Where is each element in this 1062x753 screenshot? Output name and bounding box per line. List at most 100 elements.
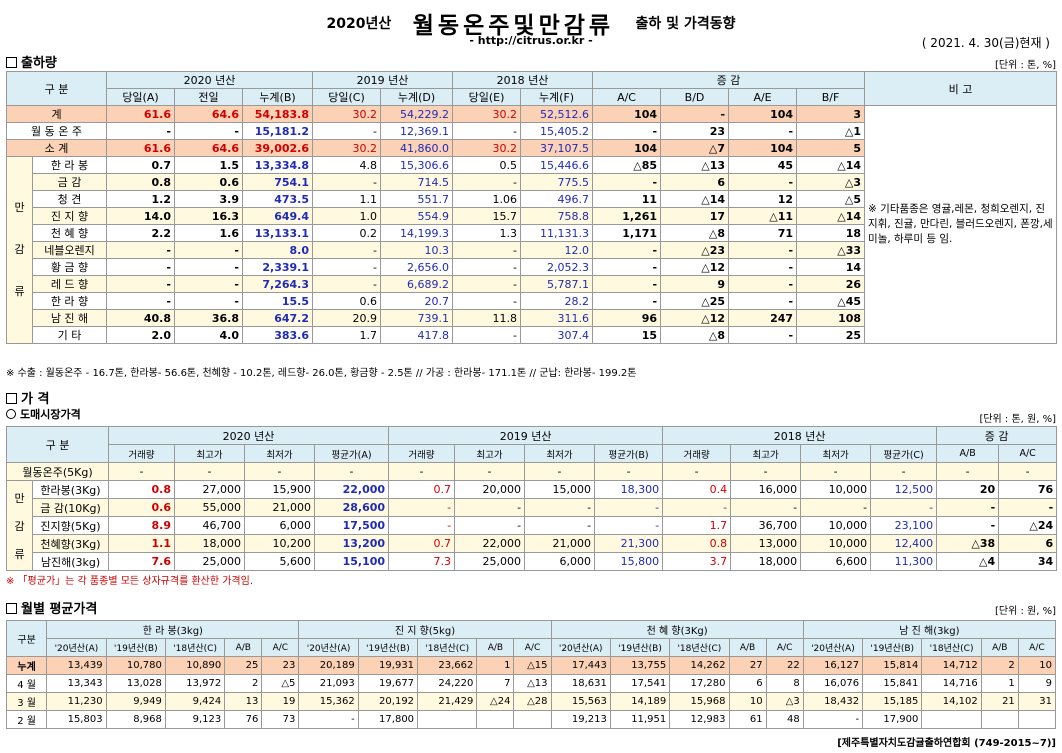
site-url[interactable]: - http://citrus.or.kr - [469,34,593,47]
header-cell: A/E [728,88,798,106]
table-cell: 36,700 [730,516,802,535]
table-cell: 18,432 [802,692,864,711]
header-row: 구분 한 라 봉(3kg) 진 지 향(5kg) 천 혜 향(3Kg) 남 진 해(3k… [5,620,1057,657]
table-cell: 25 [224,656,263,675]
table-cell: 14.0 [106,207,175,225]
table-cell: 15,814 [862,656,923,675]
table-cell: 10,000 [800,516,872,535]
table-cell: 3.9 [174,190,243,208]
header-cell: '19년산(B) [862,638,923,657]
table-cell: - [174,122,243,140]
table-cell: - [174,292,243,310]
header-cell: '19년산(B) [609,638,671,657]
table-cell: 18 [796,224,866,242]
header-2019: 2019 년산 [311,71,454,89]
table-cell: 383.6 [242,326,313,344]
header-cell: '20년산(A) [298,638,359,657]
table-cell: 15,362 [298,692,359,711]
row-label: 계 [6,105,107,123]
row-label: 소 계 [6,139,107,157]
header-cell: 평균가(A) [313,444,390,463]
table-row: 남진해(3kg) 7.6 25,000 5,600 15,100 7.3 25,000 6,0… [7,552,1058,571]
header-cell: 누계(B) [242,88,313,106]
table-cell: 8.0 [242,241,313,259]
table-cell: 2.2 [106,224,175,242]
table-cell: 8.9 [108,516,175,535]
header-cell: '20년산(A) [802,638,864,657]
row-label: 금 감(10Kg) [32,498,109,517]
table-cell: 10,000 [800,534,872,553]
header-cell: '20년산(A) [550,638,611,657]
price-table: 구 분 2020 년산 2019 년산 2018 년산 증 감 거래량 최고가 최저가 평균가(… [6,426,1058,571]
table-cell: 96 [592,309,662,327]
table-cell: 5,787.1 [520,275,594,293]
table-cell: 12,400 [870,534,938,553]
header-2020: 2020 년산 [107,426,390,445]
table-cell: 21 [980,692,1019,711]
table-cell: 0.2 [312,224,381,242]
table-cell: △5 [796,190,866,208]
group-label-char: 류 [14,547,25,561]
table-cell: 15,446.6 [520,156,594,174]
table-cell: 0.6 [312,292,381,310]
table-cell: 27,000 [174,480,245,499]
square-icon [6,393,17,404]
table-cell: 18,300 [594,480,664,499]
table-cell: - [728,241,798,259]
table-cell: △85 [592,156,662,174]
table-cell: - [452,241,522,259]
table-cell: 0.6 [108,498,175,517]
table-cell: 15,841 [862,674,923,693]
table-cell: - [728,122,798,140]
table-cell: 13,972 [164,674,226,693]
table-cell: 15,563 [550,692,611,711]
table-cell: - [312,241,381,259]
table-cell: 7.3 [388,552,456,571]
group-label-char: 감 [14,519,25,533]
table-cell: - [936,498,1000,517]
table-cell: 14,199.3 [379,224,454,242]
table-cell: 36.8 [174,309,243,327]
header-cell: A/B [728,638,767,657]
table-cell: 6,600 [800,552,872,571]
table-cell: - [728,258,798,276]
table-cell: 104 [592,105,662,123]
table-cell: 15,100 [313,552,390,571]
table-cell: 76 [998,480,1058,499]
header-cell: '18년산(C) [921,638,982,657]
table-cell: 9,424 [164,692,226,711]
price-subsection-title: 도매시장가격 [6,406,81,422]
table-cell: 473.5 [242,190,313,208]
table-cell: △28 [513,692,552,711]
header-cell: 최저가 [244,444,315,463]
table-cell: 22,000 [313,480,390,499]
table-cell: - [524,462,596,481]
price-note: ※ 「평균가」는 각 품종별 모든 상자규격를 환산한 가격임. [6,576,254,587]
table-cell: 20,000 [454,480,526,499]
table-cell: 1,261 [592,207,662,225]
table-cell: 1 [980,674,1019,693]
table-cell: 76 [224,710,263,729]
table-cell: 61.6 [106,139,175,157]
table-cell: △3 [765,692,804,711]
page-title: 2020년산 월동온주및만감류 출하 및 가격동향 [0,6,1062,40]
table-cell: - [106,275,175,293]
table-cell [417,710,478,729]
title-year: 2020년산 [326,16,392,32]
header-cell: 최고가 [454,444,526,463]
table-cell: 18,000 [730,552,802,571]
table-cell: 2 [980,656,1019,675]
square-icon [6,603,17,614]
row-label: 청 견 [32,190,107,208]
table-cell: - [870,462,938,481]
table-row: 월 동 온 주 - -15,181.2-12,369.1-15,405.2-23- △… [6,122,1057,140]
table-cell: 13,755 [609,656,671,675]
table-cell: 775.5 [520,173,594,191]
table-cell: - [244,462,315,481]
table-row: 진 지 향 14.0 16.3 649.4 1.0 554.9 15.7 758.8 1,261… [7,207,1057,225]
table-cell [921,710,982,729]
row-label: 월동온주(5Kg) [6,462,109,481]
table-row: 월동온주(5Kg) - - - - - - - - - - - - - - [6,462,1058,481]
